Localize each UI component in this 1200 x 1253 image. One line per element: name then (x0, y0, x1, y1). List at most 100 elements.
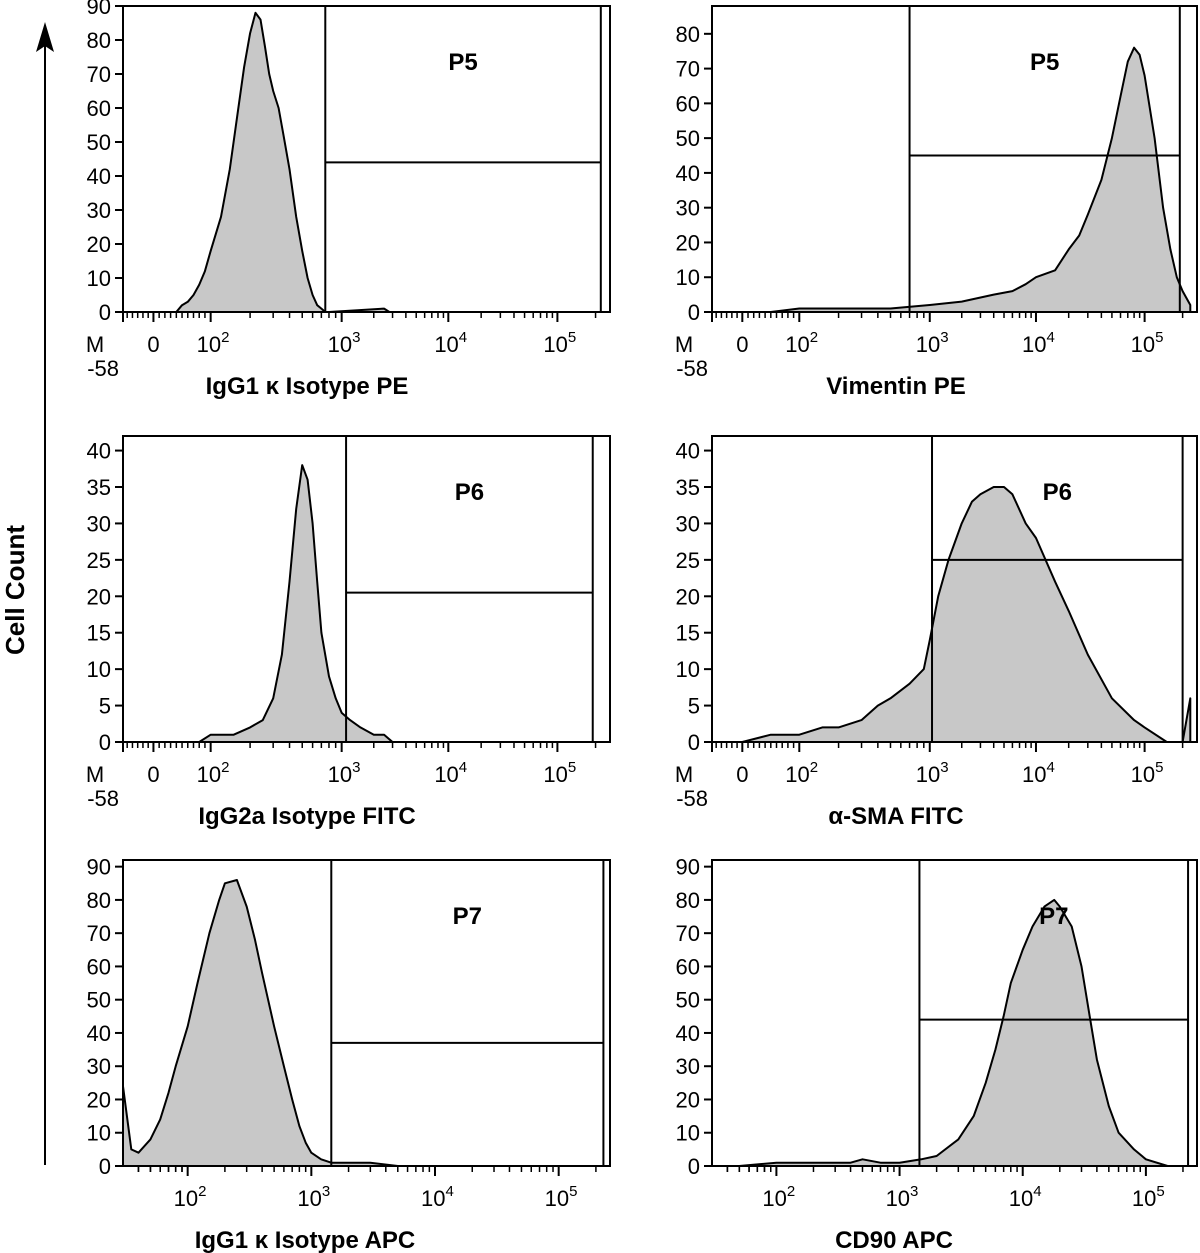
x-axis-title: IgG1 κ Isotype APC (195, 1227, 416, 1253)
y-tick-label: 20 (87, 1087, 111, 1112)
y-tick-label: 30 (87, 511, 111, 536)
x-tick-label: M (86, 762, 104, 787)
x-tick-label: 103 (886, 1183, 919, 1211)
x-axis-title: IgG1 κ Isotype PE (206, 373, 409, 400)
x-tick-label: 104 (1022, 759, 1055, 787)
x-tick-exponent: 5 (568, 759, 576, 776)
y-tick-label: 25 (676, 548, 700, 573)
y-tick-label: 40 (87, 1021, 111, 1046)
x-min-label: -58 (87, 786, 119, 811)
y-tick-label: 20 (87, 232, 111, 257)
x-tick-label: 0 (147, 332, 159, 357)
x-tick-exponent: 2 (810, 329, 818, 346)
histogram-area (175, 11, 391, 313)
y-tick-label: 20 (676, 584, 700, 609)
x-tick-exponent: 5 (1155, 329, 1163, 346)
x-tick-label: 0 (736, 762, 748, 787)
x-tick-exponent: 4 (1046, 759, 1054, 776)
x-tick-label: 104 (434, 329, 467, 357)
x-tick-exponent: 4 (459, 329, 467, 346)
x-tick-label: 104 (421, 1183, 454, 1211)
plot-frame (122, 435, 611, 743)
y-tick-label: 20 (676, 1087, 700, 1112)
plot-frame (711, 5, 1198, 313)
y-tick-label: 10 (87, 657, 111, 682)
histogram-area (122, 879, 560, 1167)
x-tick-exponent: 2 (198, 1183, 206, 1200)
y-tick-label: 60 (676, 954, 700, 979)
x-tick-label: 102 (197, 329, 230, 357)
y-tick-label: 15 (676, 621, 700, 646)
histogram-panel-p6: P7 0 10 20 30 40 50 60 70 80 90 102 103 104 105 CD90 AP… (676, 855, 1198, 1253)
x-min-label: -58 (676, 786, 708, 811)
y-tick-label: 30 (676, 511, 700, 536)
histogram-area (711, 46, 1192, 313)
x-tick-label: 105 (545, 1183, 578, 1211)
y-tick-label: 70 (676, 921, 700, 946)
x-tick-label: 104 (1009, 1183, 1042, 1211)
y-tick-label: 0 (99, 730, 111, 755)
plot-frame (122, 859, 611, 1167)
x-tick-exponent: 4 (459, 759, 467, 776)
x-tick-exponent: 5 (568, 329, 576, 346)
x-tick-exponent: 3 (940, 329, 948, 346)
x-tick-exponent: 5 (1155, 759, 1163, 776)
x-tick-label: 102 (785, 759, 818, 787)
histogram-panel-p5: P7 0 10 20 30 40 50 60 70 80 90 102 103 104 105 IgG1 κ … (87, 855, 611, 1253)
y-tick-label: 10 (87, 1121, 111, 1146)
y-tick-label: 30 (676, 196, 700, 221)
x-axis-title: CD90 APC (835, 1227, 953, 1253)
x-tick-label: M (675, 762, 693, 787)
x-tick-label: M (675, 332, 693, 357)
y-tick-label: 30 (87, 1054, 111, 1079)
y-tick-label: 40 (676, 439, 700, 464)
y-axis-arrow-head (36, 22, 54, 52)
histogram-area (711, 486, 1192, 743)
y-tick-label: 20 (676, 230, 700, 255)
y-tick-label: 15 (87, 621, 111, 646)
x-axis-title: IgG2a Isotype FITC (198, 803, 415, 830)
y-tick-label: 0 (688, 300, 700, 325)
gate-label: P7 (453, 903, 482, 930)
x-tick-exponent: 5 (1156, 1183, 1164, 1200)
y-tick-label: 30 (87, 198, 111, 223)
y-tick-label: 0 (99, 300, 111, 325)
y-tick-label: 80 (676, 22, 700, 47)
y-tick-label: 10 (676, 657, 700, 682)
x-tick-exponent: 5 (569, 1183, 577, 1200)
x-tick-label: 102 (785, 329, 818, 357)
y-tick-label: 80 (87, 888, 111, 913)
x-tick-label: 103 (916, 759, 949, 787)
y-tick-label: 40 (87, 164, 111, 189)
y-tick-label: 90 (87, 855, 111, 880)
gate-label: P5 (1030, 49, 1059, 76)
x-tick-exponent: 3 (910, 1183, 918, 1200)
y-tick-label: 10 (676, 1121, 700, 1146)
x-tick-label: 103 (297, 1183, 330, 1211)
y-tick-label: 25 (87, 548, 111, 573)
x-tick-exponent: 4 (1033, 1183, 1041, 1200)
y-tick-label: 10 (87, 266, 111, 291)
plot-frame (122, 5, 611, 313)
gate-label: P7 (1039, 903, 1068, 930)
x-tick-label: 105 (1131, 329, 1164, 357)
gate-label: P5 (448, 49, 477, 76)
y-tick-label: 40 (676, 161, 700, 186)
y-tick-label: 80 (87, 28, 111, 53)
x-tick-exponent: 2 (787, 1183, 795, 1200)
x-tick-label: 102 (174, 1183, 207, 1211)
x-min-label: -58 (87, 356, 119, 381)
y-tick-label: 60 (87, 96, 111, 121)
histogram-panel-p2: P5 0 10 20 30 40 50 60 70 80 M 0 102 103 104 105 -58 Vime… (675, 5, 1198, 400)
y-tick-label: 60 (676, 91, 700, 116)
x-tick-exponent: 2 (221, 759, 229, 776)
y-tick-label: 20 (87, 584, 111, 609)
x-tick-label: 0 (736, 332, 748, 357)
y-tick-label: 90 (87, 0, 111, 19)
x-axis-title: Vimentin PE (826, 373, 966, 400)
y-tick-label: 0 (688, 1154, 700, 1179)
y-tick-label: 5 (99, 694, 111, 719)
y-tick-label: 35 (676, 475, 700, 500)
